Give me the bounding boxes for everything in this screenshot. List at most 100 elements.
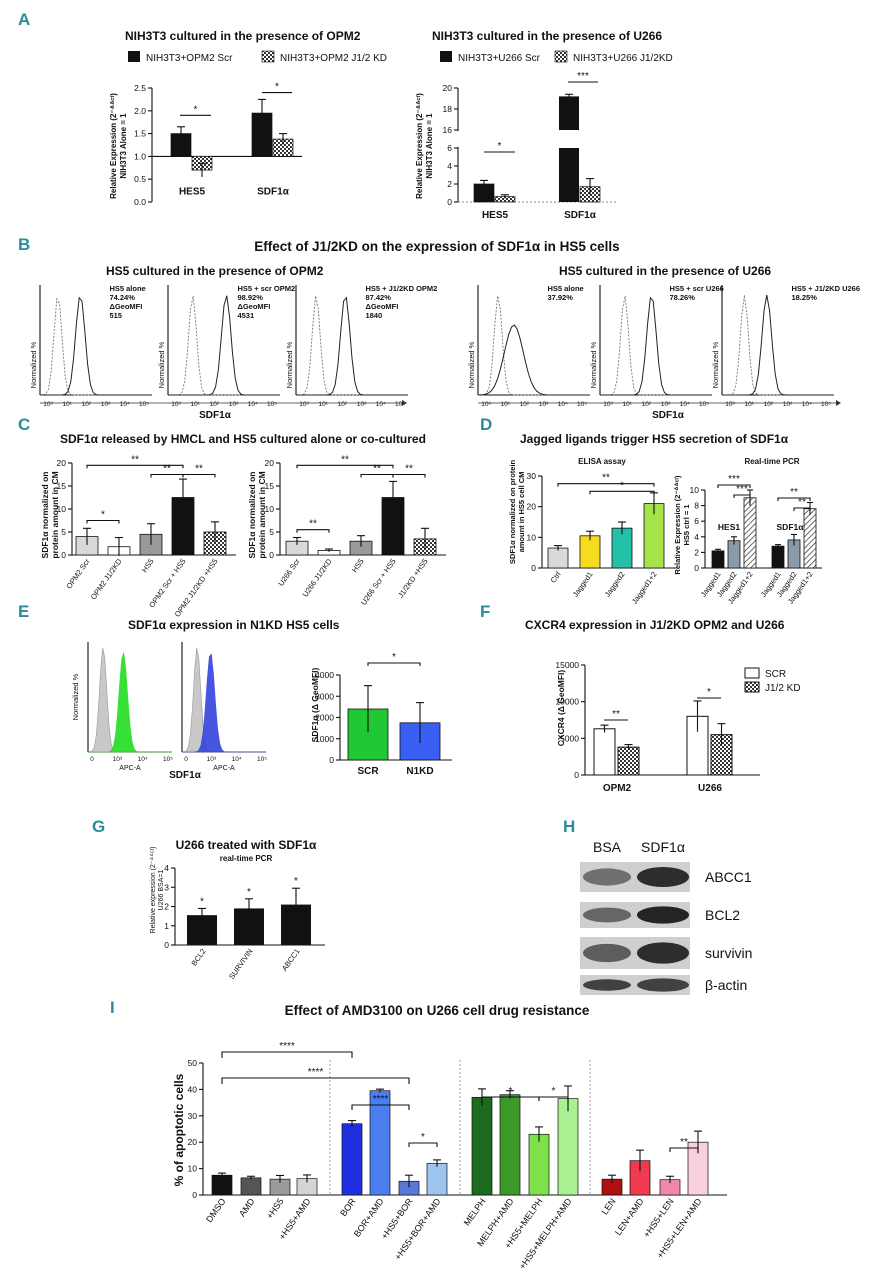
chart-I: Effect of AMD3100 on U266 cell drug resi… <box>172 1003 727 1271</box>
significance-bracket <box>296 529 330 533</box>
hist-axis-label: APC-A <box>119 765 141 772</box>
x-tick-label: +HS5 <box>264 1196 285 1220</box>
significance-label: ** <box>798 497 806 508</box>
y-tick-label: 0 <box>61 550 66 560</box>
panel-label-I: I <box>110 998 115 1017</box>
chart-G-title: U266 treated with SDF1α <box>176 838 317 852</box>
x-category-label: OPM2 <box>603 783 632 794</box>
x-tick-label: AMD <box>237 1196 257 1219</box>
chart-B: Effect of J1/2KD on the expression of SD… <box>29 239 860 421</box>
hist-sample-curve <box>600 296 712 396</box>
significance-bracket <box>150 473 184 478</box>
chart-A1-title: NIH3T3 cultured in the presence of OPM2 <box>125 29 361 43</box>
significance-label: *** <box>577 71 589 82</box>
y-tick-label: 5000 <box>560 733 579 743</box>
significance-label: ** <box>680 1137 688 1148</box>
significance-bracket <box>296 464 394 469</box>
hist-x-tick-label: 10⁴ <box>558 401 568 408</box>
chart-A1: NIH3T3 cultured in the presence of OPM2 … <box>109 29 387 207</box>
y-tick-label: 4 <box>164 863 169 873</box>
bar-+HS5+MELPH <box>528 1133 550 1196</box>
E-ylabel: SDF1α (Δ GeoMFI) <box>310 668 320 743</box>
y-tick-label: 0.0 <box>134 197 146 207</box>
significance-bracket <box>538 1096 569 1101</box>
hist-annotation: 515 <box>109 311 122 320</box>
hist-x-tick-label: 10² <box>520 401 530 408</box>
hist-x-tick-label: 10³ <box>603 401 613 408</box>
x-tick-label: DMSO <box>204 1196 228 1224</box>
significance-label: ** <box>373 464 381 475</box>
significance-label: ** <box>131 454 139 465</box>
D2-group-label: SDF1α <box>777 522 805 532</box>
significance-label: * <box>509 1086 513 1097</box>
y-tick-label: 20 <box>443 83 453 93</box>
blot-column-label: SDF1α <box>641 839 685 855</box>
chart-A1-ylabel: Relative Expression (2⁻ᐞᐞᶜᵗ)NIH3T3 Alone… <box>109 93 128 199</box>
hist-sample-fill <box>182 653 266 753</box>
hist-annotation: 18.25% <box>791 293 817 302</box>
x-tick-label: U266 Scr + HS5 <box>359 557 398 607</box>
bar-Jagged1+2 <box>803 508 817 569</box>
blot-band-bsa <box>583 868 631 886</box>
hist-x-tick-label: 10⁵ <box>267 401 277 408</box>
hist-ylabel: Normalized % <box>467 341 476 388</box>
y-tick-label: 20 <box>57 458 67 468</box>
hist-annotation: HS5 alone <box>109 284 145 293</box>
y-tick-label: 0 <box>192 1190 197 1200</box>
chart-B-group-title: HS5 cultured in the presence of OPM2 <box>106 264 324 278</box>
D2-group-label: HES1 <box>718 522 740 532</box>
hist-x-tick-label: 10⁴ <box>802 401 812 408</box>
bar-+HS5+BOR+AMD <box>426 1162 448 1196</box>
x-tick-label: BCL2 <box>190 947 208 968</box>
bar-NIH3T3+U266 Scr <box>559 96 579 130</box>
hist-x-tick-label: 10⁴ <box>680 401 690 408</box>
bar-DMSO <box>211 1174 233 1196</box>
y-tick-label: 0 <box>574 770 579 780</box>
blot-row-label: β-actin <box>705 977 747 993</box>
hist-x-tick-label: 10⁵ <box>699 401 709 408</box>
C2-ylabel-2: protein amount in CM <box>257 471 267 558</box>
legend-swatch <box>128 51 140 62</box>
x-tick-label: U266 J1/2KD <box>301 557 334 599</box>
hist-annotation: 87.42% <box>365 293 391 302</box>
y-tick-label: 20 <box>527 502 537 512</box>
panel-label-C: C <box>18 415 30 434</box>
significance-label: * <box>247 887 251 898</box>
hist-isotype-curve <box>478 295 590 396</box>
bar-Jagged2 <box>727 540 741 569</box>
hist-isotype-fill <box>181 647 266 753</box>
legend-swatch <box>440 51 452 62</box>
significance-label: ** <box>163 464 171 475</box>
hist-isotype-curve <box>600 295 712 396</box>
hist-annotation: HS5 + J1/2KD OPM2 <box>365 284 437 293</box>
D2-ylabel-2: HS5 ctrl = 1 <box>682 504 691 545</box>
y-tick-label: 1 <box>164 921 169 931</box>
hist-sample-curve <box>40 296 152 396</box>
y-tick-label: 15 <box>57 481 67 491</box>
blot-band-sdf1a <box>637 867 689 887</box>
chart-D1-subtitle: ELISA assay <box>578 457 626 466</box>
blot-band-bsa <box>583 943 631 963</box>
hist-x-tick-label: 10⁵ <box>577 401 587 408</box>
legend-swatch <box>261 50 275 63</box>
significance-bracket <box>367 662 421 666</box>
hist-x-tick-label: 10¹ <box>62 401 72 408</box>
legend-label: NIH3T3+U266 Scr <box>458 53 541 64</box>
C1-ylabel-1: SDF1α normalized on <box>40 472 50 559</box>
y-tick-label: 2 <box>164 902 169 912</box>
x-category-label: HES5 <box>482 210 509 221</box>
significance-label: * <box>552 1086 556 1097</box>
x-tick-label: HS5 <box>140 557 156 574</box>
y-tick-label: 2 <box>694 547 699 557</box>
hist-x-tick-label: 10² <box>338 401 348 408</box>
x-tick-label: Jagged1+2 <box>630 570 659 606</box>
chart-G-subtitle: real-time PCR <box>220 854 273 863</box>
y-tick-label: 0 <box>694 563 699 573</box>
hist-annotation: ΔGeoMFI <box>237 302 270 311</box>
y-tick-label: 30 <box>188 1111 198 1121</box>
hist-ylabel: Normalized % <box>29 341 38 388</box>
bar-BOR+AMD <box>369 1090 391 1196</box>
significance-label: * <box>194 104 198 115</box>
hist-x-tick-label: 10⁵ <box>139 401 149 408</box>
bar-NIH3T3+U266 Scr <box>559 148 579 202</box>
